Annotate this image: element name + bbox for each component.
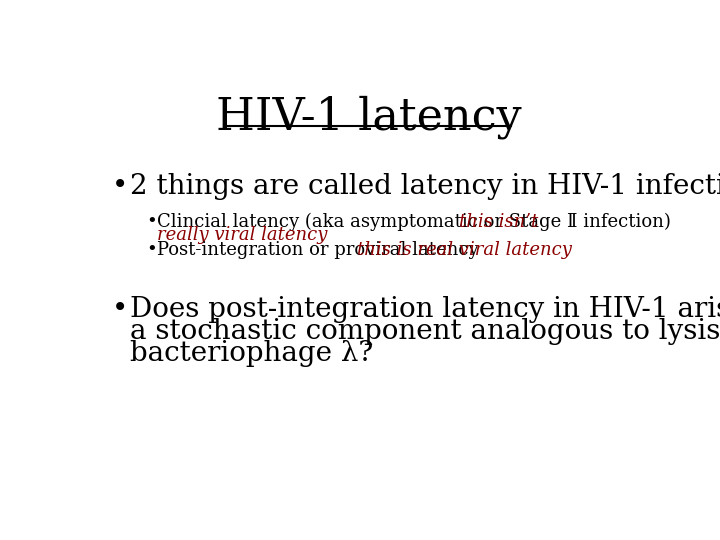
Text: Clincial latency (aka asymptomatic or Stage Ⅱ infection): Clincial latency (aka asymptomatic or St… (157, 213, 676, 231)
Text: •: • (145, 213, 156, 231)
Text: •: • (112, 173, 128, 200)
Text: really viral latency: really viral latency (157, 226, 327, 244)
Text: a stochastic component analogous to lysis/lysogeny in: a stochastic component analogous to lysi… (130, 318, 720, 345)
Text: bacteriophage λ?: bacteriophage λ? (130, 340, 374, 367)
Text: •: • (112, 296, 128, 323)
Text: this is real viral latency: this is real viral latency (356, 241, 572, 259)
Text: Does post-integration latency in HIV-1 arise in-part due to: Does post-integration latency in HIV-1 a… (130, 296, 720, 323)
Text: 2 things are called latency in HIV-1 infection: 2 things are called latency in HIV-1 inf… (130, 173, 720, 200)
Text: this isn’t: this isn’t (459, 213, 538, 231)
Text: HIV-1 latency: HIV-1 latency (216, 96, 522, 139)
Text: •: • (145, 241, 156, 259)
Text: Post-integration or proviral latency: Post-integration or proviral latency (157, 241, 484, 259)
